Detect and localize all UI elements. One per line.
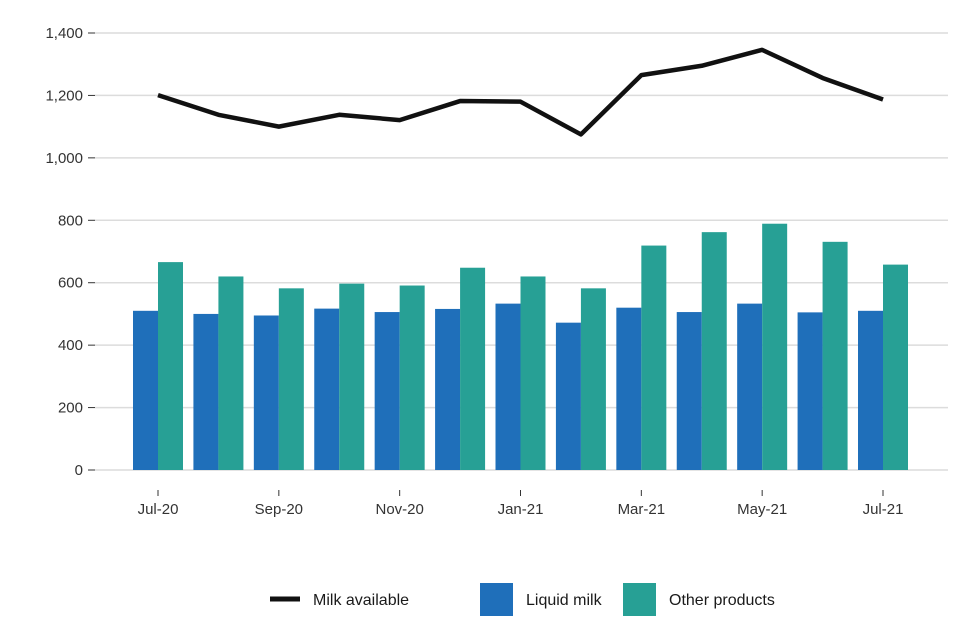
y-tick-label: 0	[75, 462, 83, 479]
legend-label-liquid-milk: Liquid milk	[526, 592, 603, 609]
bar-other-products	[762, 223, 788, 470]
bar-liquid-milk	[133, 310, 158, 470]
legend: Milk available Liquid milk Other product…	[270, 583, 775, 616]
legend-swatch-other-products	[623, 583, 656, 616]
bar-liquid-milk	[253, 315, 279, 470]
y-tick-label: 400	[58, 337, 83, 354]
bar-liquid-milk	[676, 312, 702, 470]
x-tick-label: Sep-20	[255, 501, 303, 518]
legend-swatch-liquid-milk	[480, 583, 513, 616]
y-tick-label: 1,400	[45, 25, 83, 42]
y-tick-label: 800	[58, 212, 83, 229]
bar-liquid-milk	[616, 307, 642, 470]
bar-other-products	[641, 245, 667, 470]
line-milk-available	[157, 47, 884, 137]
bar-other-products	[883, 264, 908, 470]
y-tick-label: 1,200	[45, 87, 83, 104]
x-tick-label: May-21	[737, 501, 787, 518]
bar-liquid-milk	[858, 310, 883, 470]
bar-liquid-milk	[737, 303, 763, 470]
x-tick-label: Jul-20	[138, 501, 179, 518]
bar-other-products	[339, 283, 365, 470]
bar-other-products	[701, 232, 727, 470]
bar-liquid-milk	[193, 313, 219, 470]
milk-available-line-group	[157, 47, 884, 137]
bar-liquid-milk	[495, 303, 521, 470]
y-tick-label: 1,000	[45, 150, 83, 167]
legend-label-other-products: Other products	[669, 592, 775, 609]
bar-other-products	[399, 285, 425, 470]
bar-other-products	[158, 262, 183, 470]
bar-other-products	[218, 276, 244, 470]
bars	[133, 223, 908, 470]
bar-other-products	[580, 288, 606, 470]
x-tick-label: Jan-21	[498, 501, 544, 518]
bar-liquid-milk	[435, 308, 461, 470]
legend-label-milk-available: Milk available	[313, 592, 409, 609]
x-tick-label: Jul-21	[863, 501, 904, 518]
x-tick-label: Mar-21	[618, 501, 666, 518]
bar-other-products	[822, 241, 848, 470]
bar-liquid-milk	[555, 322, 581, 470]
y-tick-label: 200	[58, 400, 83, 417]
bar-other-products	[520, 276, 546, 470]
axes: 0 200 400 600 800 1,000 1,200 1,400 Jul-20 Sep-20…	[45, 25, 903, 518]
bar-other-products	[278, 288, 304, 470]
bar-other-products	[460, 267, 486, 470]
bar-liquid-milk	[314, 308, 340, 470]
bar-liquid-milk	[374, 312, 400, 470]
y-tick-label: 600	[58, 275, 83, 292]
bar-liquid-milk	[797, 312, 823, 470]
x-tick-label: Nov-20	[375, 501, 423, 518]
